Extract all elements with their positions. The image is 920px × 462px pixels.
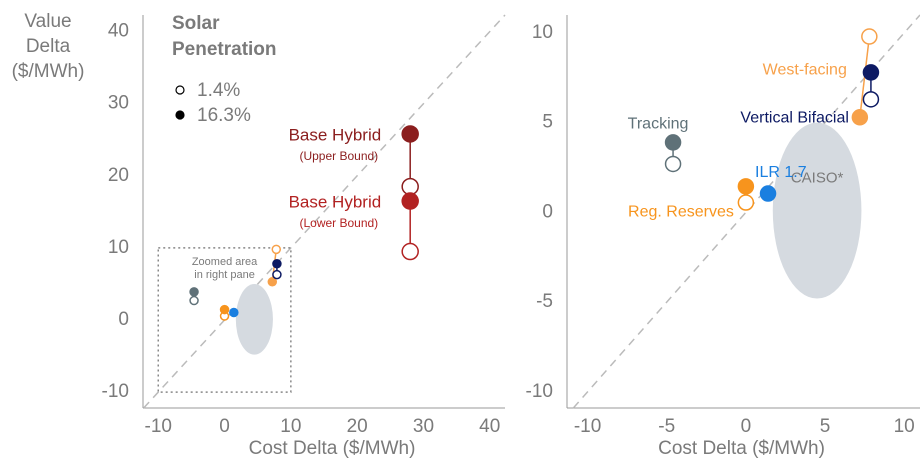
y-tick-label: 0 <box>542 201 553 222</box>
marker <box>664 134 682 151</box>
series-label: West-facing <box>763 62 847 79</box>
y-tick-label: -10 <box>526 381 553 402</box>
series-sublabel: (Upper Bound) <box>299 149 378 163</box>
marker <box>737 178 755 195</box>
x-tick-label: 10 <box>280 416 301 437</box>
y-tick-label: 20 <box>108 165 129 186</box>
marker <box>862 91 880 108</box>
marker <box>267 277 278 287</box>
marker <box>401 192 419 210</box>
diagonal <box>572 14 920 409</box>
x-tick-label: 40 <box>479 416 500 437</box>
x-tick-label: -10 <box>574 416 601 437</box>
legend-marker <box>175 85 185 95</box>
series-label: Tracking <box>628 116 689 133</box>
series-label: Vertical Bifacial <box>740 110 849 127</box>
y-tick-label: 10 <box>532 22 553 43</box>
series-label: ILR 1.7 <box>755 164 807 181</box>
x-axis-label: Cost Delta ($/MWh) <box>249 438 416 459</box>
x-tick-label: -10 <box>145 416 172 437</box>
region-label: CAISO* <box>791 170 844 187</box>
marker <box>401 177 419 196</box>
legend-title: Penetration <box>172 39 277 60</box>
y-tick-label: -5 <box>536 291 553 312</box>
series-label: Base Hybrid <box>289 193 382 212</box>
marker <box>862 64 880 81</box>
y-axis-label: Delta <box>26 36 71 57</box>
x-tick-label: -5 <box>658 416 675 437</box>
legend-marker <box>175 110 185 120</box>
marker <box>664 155 682 173</box>
x-tick-label: 0 <box>219 416 230 437</box>
y-tick-label: 0 <box>118 309 129 330</box>
series-sublabel: (Lower Bound) <box>299 216 378 230</box>
marker <box>272 259 282 269</box>
marker <box>219 304 230 315</box>
marker <box>851 109 869 126</box>
region <box>235 283 273 355</box>
marker <box>401 125 419 143</box>
marker <box>229 307 239 318</box>
diagonal <box>143 14 506 409</box>
marker <box>861 28 878 45</box>
x-tick-label: 20 <box>347 416 368 437</box>
zoom-box-label: Zoomed area <box>192 256 258 268</box>
y-tick-label: -10 <box>102 381 129 402</box>
marker <box>737 194 755 211</box>
x-tick-label: 0 <box>741 416 752 437</box>
x-tick-label: 10 <box>894 416 915 437</box>
legend-title: Solar <box>172 13 220 34</box>
legend-label: 16.3% <box>197 105 251 126</box>
zoom-box <box>157 247 292 393</box>
series-label: Base Hybrid <box>289 125 382 144</box>
y-tick-label: 5 <box>542 112 553 133</box>
x-axis-label: Cost Delta ($/MWh) <box>658 438 825 459</box>
legend-label: 1.4% <box>197 80 240 101</box>
y-axis-label: ($/MWh) <box>12 61 85 82</box>
marker <box>189 295 199 306</box>
marker <box>272 269 282 280</box>
marker <box>759 185 777 202</box>
y-tick-label: 10 <box>108 237 129 258</box>
y-tick-label: 40 <box>108 21 129 42</box>
y-axis-label: Value <box>24 11 71 32</box>
y-tick-label: 30 <box>108 93 129 114</box>
x-tick-label: 30 <box>413 416 434 437</box>
series-label: Reg. Reserves <box>628 204 734 221</box>
region <box>772 122 862 299</box>
marker <box>401 242 419 261</box>
marker <box>271 244 282 255</box>
zoom-box-label: in right pane <box>194 269 255 281</box>
marker <box>189 287 199 297</box>
x-tick-label: 5 <box>820 416 831 437</box>
